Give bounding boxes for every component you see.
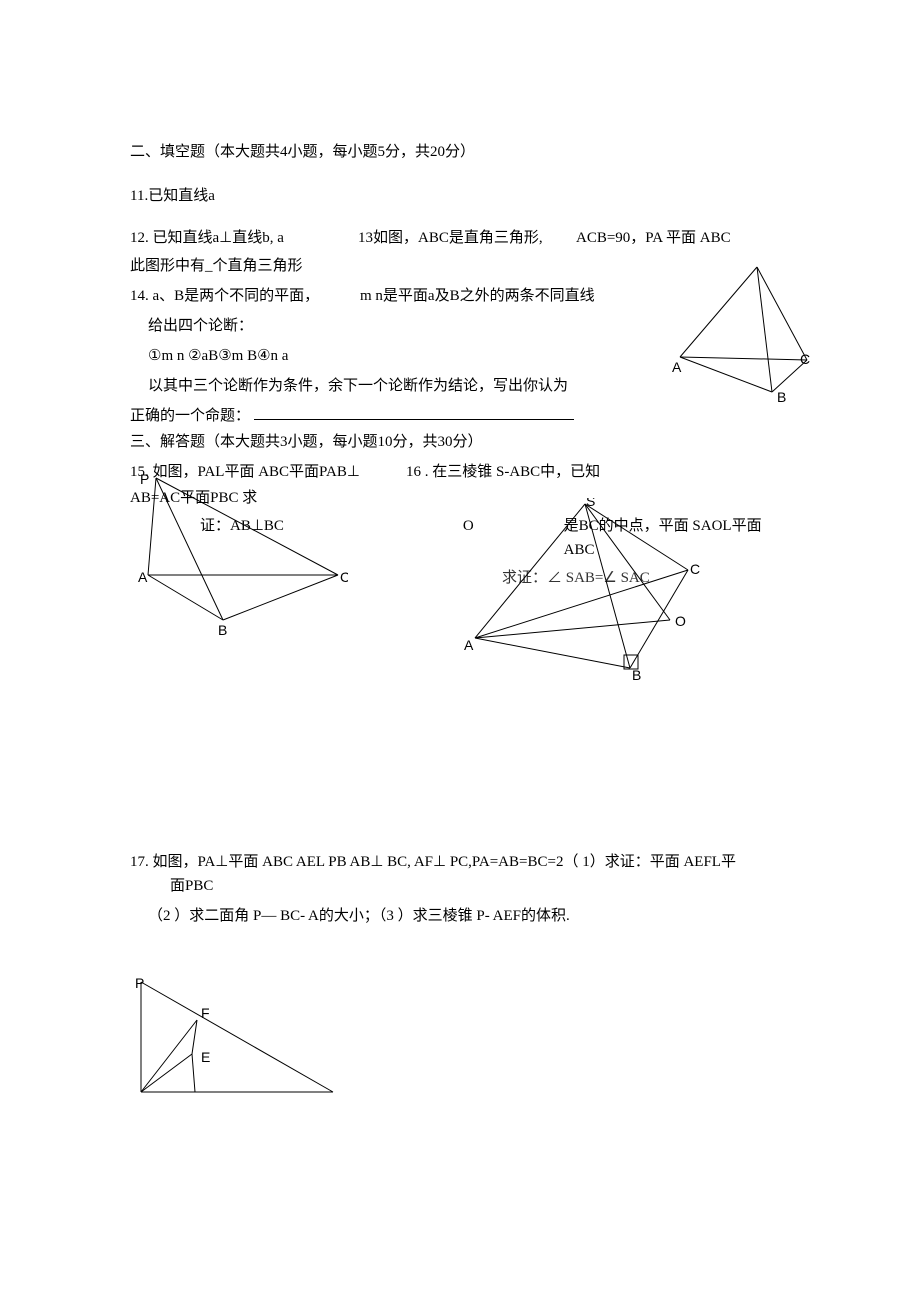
q17-block: 17. 如图，PA⊥平面 ABC AEL PB AB⊥ BC, AF⊥ PC,P… (130, 850, 790, 928)
q14-a: 14. a、B是两个不同的平面， (130, 284, 360, 308)
q14-blank (254, 405, 574, 420)
q13-part1: 13如图，ABC是直角三角形, (358, 226, 576, 250)
svg-text:A: A (672, 359, 682, 375)
svg-text:S: S (586, 498, 595, 509)
svg-text:C: C (800, 351, 810, 367)
diagram-q13: A B C (672, 262, 812, 402)
q14-b: m n是平面a及B之外的两条不同直线 (360, 284, 595, 308)
q17-line3: （2 ）求二面角 P— BC- A的大小；（3 ）求三棱锥 P- AEF的体积. (130, 904, 790, 928)
svg-text:F: F (201, 1005, 210, 1021)
svg-text:B: B (632, 667, 641, 683)
svg-text:O: O (675, 613, 686, 629)
q17-line1: 17. 如图，PA⊥平面 ABC AEL PB AB⊥ BC, AF⊥ PC,P… (130, 850, 790, 874)
svg-text:C: C (340, 569, 348, 585)
svg-text:A: A (464, 637, 474, 653)
q16-a: 16 . 在三棱锥 S-ABC中，已知 (406, 460, 600, 484)
q12-part1: 12. 已知直线a⊥直线b, a (130, 226, 358, 250)
svg-text:E: E (201, 1049, 210, 1065)
diagram-q16: S A B C O (460, 498, 720, 688)
section3-heading: 三、解答题（本大题共3小题，每小题10分，共30分） (130, 430, 790, 454)
section2-heading: 二、填空题（本大题共4小题，每小题5分，共20分） (130, 140, 790, 164)
svg-text:P: P (135, 978, 144, 991)
q14-result-label: 正确的一个命题： (130, 408, 250, 424)
svg-text:P: P (140, 471, 149, 487)
svg-text:B: B (218, 622, 227, 638)
svg-text:A: A (138, 569, 148, 585)
q13-part2: ACB=90，PA 平面 ABC (576, 226, 731, 250)
q14-result: 正确的一个命题： (130, 404, 790, 428)
q11: 11.已知直线a (130, 184, 790, 208)
diagram-q17: P F E (135, 978, 345, 1108)
diagram-q15: P A B C (138, 470, 348, 640)
q17-line2: 面PBC (130, 874, 790, 898)
svg-text:B: B (777, 389, 786, 402)
svg-text:C: C (690, 561, 700, 577)
